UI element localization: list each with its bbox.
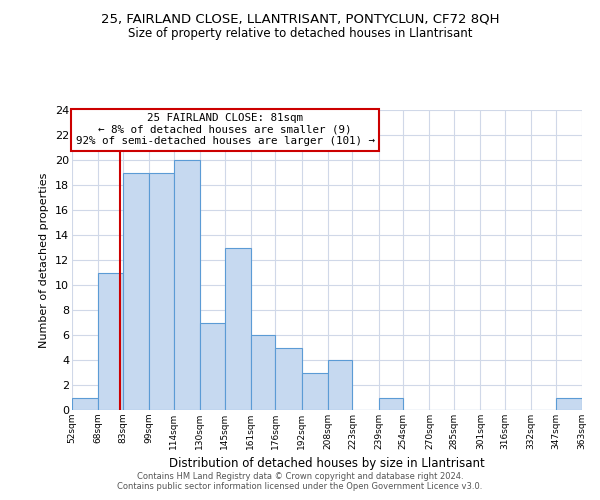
Bar [149, 172, 173, 410]
Bar [72, 398, 98, 410]
X-axis label: Distribution of detached houses by size in Llantrisant: Distribution of detached houses by size … [169, 458, 485, 470]
Bar [98, 272, 123, 410]
Bar [173, 160, 200, 410]
Text: 25, FAIRLAND CLOSE, LLANTRISANT, PONTYCLUN, CF72 8QH: 25, FAIRLAND CLOSE, LLANTRISANT, PONTYCL… [101, 12, 499, 26]
Bar [123, 172, 149, 410]
Bar [328, 360, 352, 410]
Bar [275, 348, 302, 410]
Y-axis label: Number of detached properties: Number of detached properties [40, 172, 49, 348]
Bar [224, 248, 251, 410]
Bar [251, 335, 275, 410]
Text: Contains public sector information licensed under the Open Government Licence v3: Contains public sector information licen… [118, 482, 482, 491]
Bar [302, 372, 328, 410]
Text: Contains HM Land Registry data © Crown copyright and database right 2024.: Contains HM Land Registry data © Crown c… [137, 472, 463, 481]
Text: Size of property relative to detached houses in Llantrisant: Size of property relative to detached ho… [128, 28, 472, 40]
Bar [200, 322, 224, 410]
Bar [379, 398, 403, 410]
Text: 25 FAIRLAND CLOSE: 81sqm
← 8% of detached houses are smaller (9)
92% of semi-det: 25 FAIRLAND CLOSE: 81sqm ← 8% of detache… [76, 113, 374, 146]
Bar [556, 398, 582, 410]
